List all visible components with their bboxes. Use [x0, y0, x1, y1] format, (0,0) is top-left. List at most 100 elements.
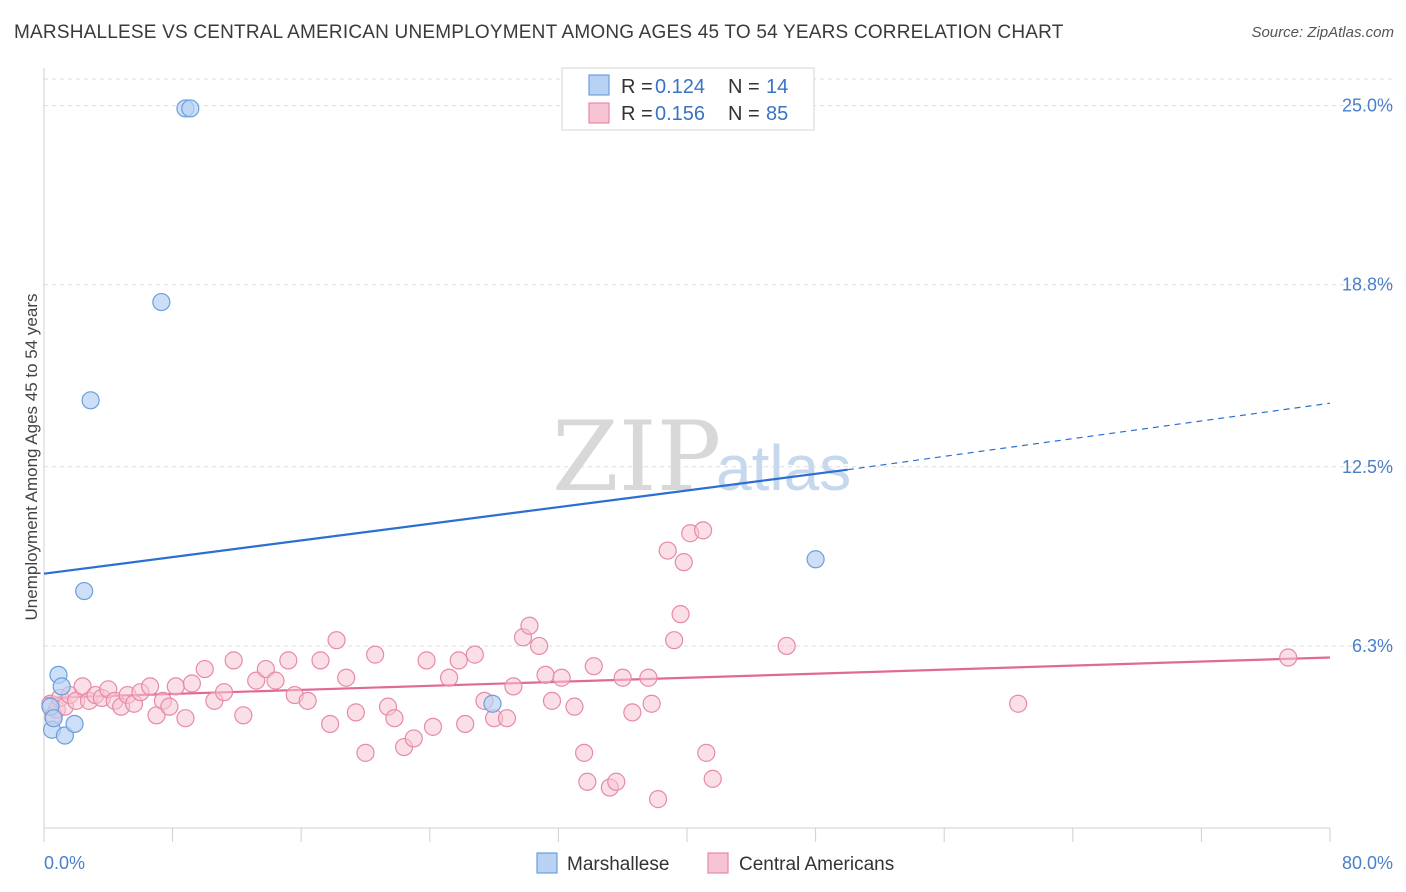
y-tick-label: 6.3% — [1352, 636, 1393, 656]
bottom-legend-swatch-central-americans — [707, 852, 729, 874]
bottom-legend-label-marshallese: Marshallese — [567, 854, 669, 875]
legend-n-label-0: N = — [728, 76, 760, 98]
point-marshallese — [483, 694, 502, 713]
point-central-americans — [703, 769, 722, 788]
y-axis-label: Unemployment Among Ages 45 to 54 years — [22, 294, 41, 621]
legend-n-value-0: 14 — [766, 76, 788, 98]
point-central-americans — [552, 668, 571, 687]
point-central-americans — [648, 790, 668, 809]
point-marshallese — [44, 709, 63, 728]
point-marshallese — [65, 714, 84, 734]
legend-r-value-1: 0.156 — [655, 103, 705, 125]
point-marshallese — [81, 391, 100, 410]
x-tick-label-min: 0.0% — [44, 853, 85, 873]
point-central-americans — [298, 691, 317, 710]
legend-r-label-0: R = — [621, 76, 653, 98]
y-tick-label: 12.5% — [1342, 457, 1393, 477]
point-central-americans — [639, 668, 658, 687]
y-tick-label: 18.8% — [1342, 275, 1393, 295]
point-central-americans — [658, 541, 677, 560]
point-central-americans — [439, 668, 459, 687]
x-tick-label-max: 80.0% — [1342, 853, 1393, 873]
point-central-americans — [385, 709, 404, 728]
legend-n-value-1: 85 — [766, 103, 788, 125]
point-central-americans — [140, 677, 160, 696]
y-tick-label: 25.0% — [1342, 96, 1393, 116]
watermark-zip: ZIP — [552, 401, 721, 513]
legend-n-label-1: N = — [728, 103, 760, 125]
point-central-americans — [337, 668, 356, 687]
point-central-americans — [504, 677, 523, 696]
legend: R = 0.124 N = 14 R = 0.156 N = 85 — [561, 67, 815, 131]
trend-line-central-americans — [43, 656, 1331, 700]
point-central-americans — [182, 674, 201, 693]
point-central-americans — [266, 671, 285, 690]
point-central-americans — [176, 709, 195, 728]
source-label: Source: ZipAtlas.com — [1251, 24, 1394, 41]
point-central-americans — [224, 651, 243, 670]
point-central-americans — [404, 729, 423, 748]
point-central-americans — [565, 697, 584, 716]
point-central-americans — [279, 651, 298, 670]
bottom-legend: Marshallese Central Americans — [536, 852, 894, 875]
point-central-americans — [497, 709, 517, 728]
point-central-americans — [530, 636, 549, 656]
point-marshallese — [152, 292, 171, 312]
point-central-americans — [674, 553, 693, 572]
point-central-americans — [693, 521, 713, 540]
point-central-americans — [613, 668, 632, 687]
point-marshallese — [181, 99, 200, 118]
point-central-americans — [607, 772, 626, 791]
point-central-americans — [542, 691, 562, 710]
trend-line-marshallese-extension — [847, 402, 1331, 471]
point-marshallese — [75, 581, 94, 601]
point-central-americans — [578, 772, 597, 791]
point-central-americans — [665, 631, 684, 650]
y-tick-labels: 6.3% 12.5% 18.8% 25.0% — [1342, 96, 1393, 656]
legend-swatch-marshallese — [588, 74, 610, 96]
legend-swatch-central-americans — [588, 102, 610, 124]
point-central-americans — [1009, 694, 1028, 713]
watermark-atlas: atlas — [716, 432, 851, 504]
point-central-americans — [423, 717, 443, 736]
point-central-americans — [356, 743, 375, 762]
trend-line-marshallese — [43, 468, 848, 575]
point-marshallese — [806, 550, 825, 569]
point-central-americans — [465, 645, 484, 664]
point-central-americans — [214, 683, 234, 702]
chart-title: MARSHALLESE VS CENTRAL AMERICAN UNEMPLOY… — [14, 22, 1064, 43]
trend-lines — [43, 402, 1331, 700]
bottom-legend-swatch-marshallese — [536, 852, 558, 874]
point-central-americans — [321, 714, 340, 734]
grid — [44, 78, 1392, 647]
legend-r-value-0: 0.124 — [655, 76, 705, 98]
point-central-americans — [234, 706, 253, 725]
point-central-americans — [584, 657, 603, 676]
x-tick-labels: 0.0% 80.0% — [44, 853, 1393, 873]
point-central-americans — [575, 743, 594, 762]
watermark: ZIP atlas — [552, 401, 851, 513]
point-central-americans — [417, 651, 436, 670]
point-central-americans — [671, 605, 690, 624]
point-central-americans — [449, 651, 468, 670]
point-central-americans — [166, 677, 185, 696]
point-central-americans — [346, 703, 365, 722]
data-points — [41, 99, 1298, 809]
point-central-americans — [195, 659, 214, 679]
bottom-legend-label-central-americans: Central Americans — [739, 854, 894, 875]
point-central-americans — [642, 694, 661, 713]
point-central-americans — [536, 665, 555, 684]
legend-r-label-1: R = — [621, 103, 653, 125]
point-central-americans — [311, 651, 330, 670]
point-central-americans — [456, 714, 475, 734]
point-central-americans — [520, 616, 539, 635]
point-central-americans — [1279, 648, 1298, 667]
point-central-americans — [366, 645, 385, 664]
point-central-americans — [697, 743, 716, 762]
point-central-americans — [623, 703, 642, 722]
point-central-americans — [160, 697, 179, 716]
point-marshallese — [52, 677, 71, 696]
point-central-americans — [327, 631, 346, 650]
point-central-americans — [777, 636, 796, 656]
